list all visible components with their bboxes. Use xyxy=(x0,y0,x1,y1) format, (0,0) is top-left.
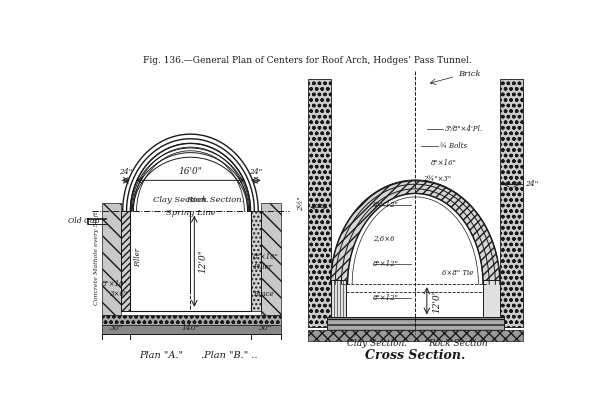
Polygon shape xyxy=(500,79,523,327)
Text: 12'0": 12'0" xyxy=(432,289,441,313)
Text: 24": 24" xyxy=(119,169,133,176)
Text: 12'0": 12'0" xyxy=(198,249,207,273)
Text: 24": 24" xyxy=(526,180,539,188)
Text: Brick: Brick xyxy=(458,70,480,78)
Polygon shape xyxy=(102,325,281,335)
Text: 24": 24" xyxy=(249,169,263,176)
Text: .Plan "B." ..: .Plan "B." .. xyxy=(200,351,257,360)
Polygon shape xyxy=(102,204,121,315)
Text: 8"×10": 8"×10" xyxy=(102,280,128,288)
Text: Clay Section.: Clay Section. xyxy=(347,339,407,348)
Text: Concrete Mathole every 50 ft.: Concrete Mathole every 50 ft. xyxy=(94,210,99,305)
Text: 8"×12": 8"×12" xyxy=(373,260,399,267)
Text: Brace: Brace xyxy=(253,290,274,298)
Polygon shape xyxy=(251,211,262,311)
Text: 16'0": 16'0" xyxy=(179,168,202,176)
Text: Filler: Filler xyxy=(253,263,272,272)
Polygon shape xyxy=(327,317,504,330)
Text: 3×6": 3×6" xyxy=(110,290,128,298)
Polygon shape xyxy=(308,330,523,341)
Text: Old Cap: Old Cap xyxy=(68,217,100,225)
Polygon shape xyxy=(262,204,281,315)
Text: 8"×12": 8"×12" xyxy=(373,294,399,302)
Text: Spring Line: Spring Line xyxy=(166,209,215,218)
Text: Rock Section: Rock Section xyxy=(428,339,487,348)
Text: 8"×10": 8"×10" xyxy=(253,253,279,261)
Text: Rock Section.: Rock Section. xyxy=(186,196,244,204)
Text: Clay Section.: Clay Section. xyxy=(153,196,209,204)
Text: 8"×16": 8"×16" xyxy=(431,159,457,167)
Text: Filler: Filler xyxy=(134,248,142,267)
Polygon shape xyxy=(331,180,500,284)
Text: 2,6×6: 2,6×6 xyxy=(373,234,395,242)
Polygon shape xyxy=(121,211,130,311)
Polygon shape xyxy=(308,79,331,327)
Text: 6×8" Tie: 6×8" Tie xyxy=(442,269,473,277)
Text: 2¾"×3": 2¾"×3" xyxy=(423,175,451,183)
Polygon shape xyxy=(331,281,346,317)
Polygon shape xyxy=(102,315,281,325)
Text: 3"⁄8"×4'Pl.: 3"⁄8"×4'Pl. xyxy=(445,125,482,133)
Text: 30": 30" xyxy=(259,324,272,332)
Text: 8"×12": 8"×12" xyxy=(373,201,399,209)
Text: 2½": 2½" xyxy=(297,196,305,211)
Text: ¾ Bolts: ¾ Bolts xyxy=(440,142,467,150)
Text: Cross Section.: Cross Section. xyxy=(365,349,466,363)
Text: 30": 30" xyxy=(110,324,123,332)
Text: Fig. 136.—General Plan of Centers for Roof Arch, Hodges’ Pass Tunnel.: Fig. 136.—General Plan of Centers for Ro… xyxy=(143,56,472,65)
Text: Plan "A.": Plan "A." xyxy=(139,351,183,360)
Polygon shape xyxy=(483,281,500,317)
Text: 140": 140" xyxy=(181,324,200,332)
